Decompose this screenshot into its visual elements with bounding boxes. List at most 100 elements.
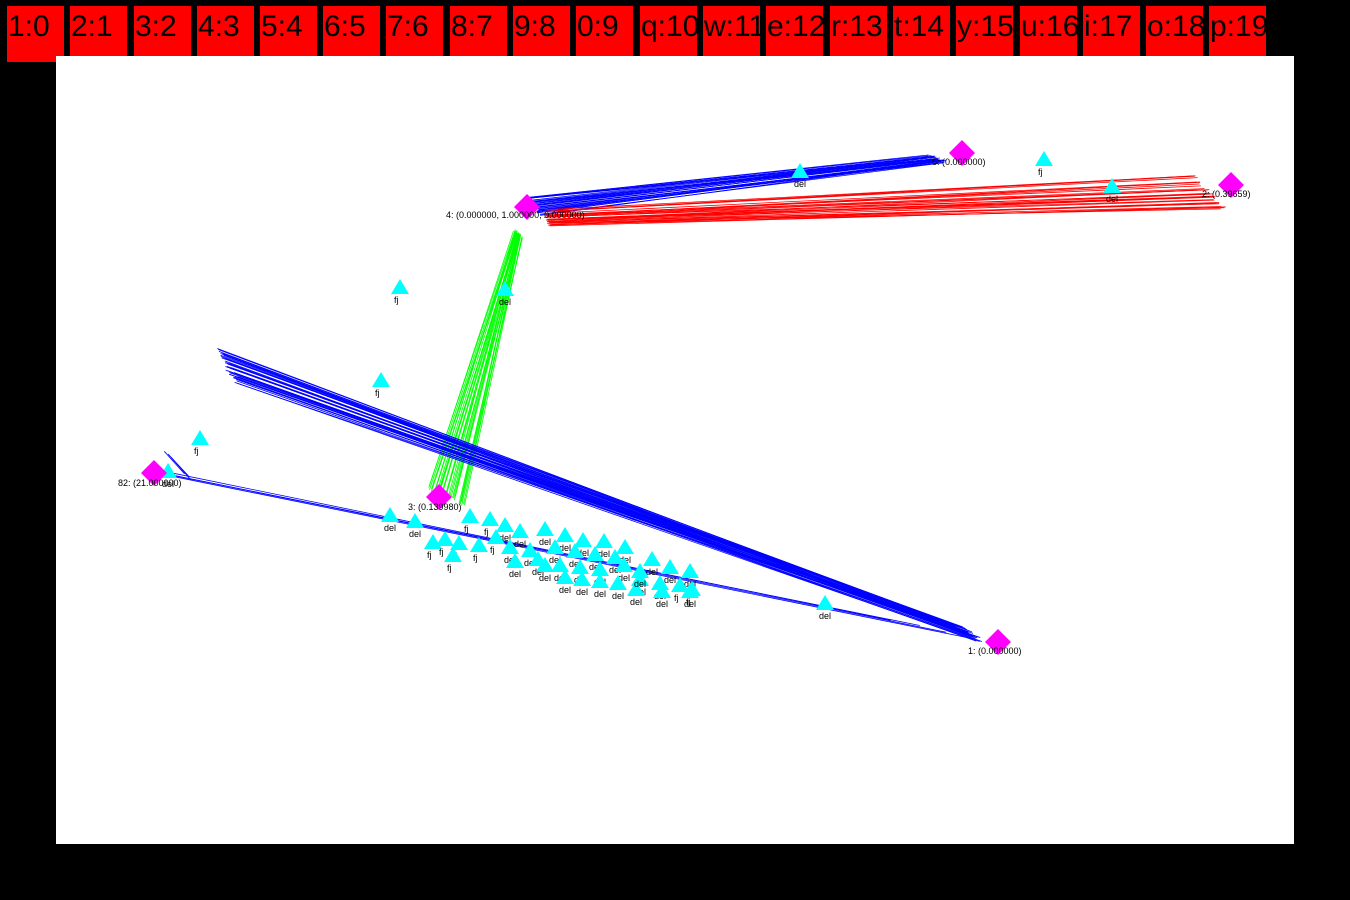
- edge-4-2: [545, 181, 1197, 214]
- edge-layer: [160, 154, 1227, 642]
- tab-9-8[interactable]: 9:8: [513, 6, 570, 62]
- edge-4-3: [445, 235, 519, 495]
- cyan-triangle-icon[interactable]: [591, 573, 609, 588]
- cyan-triangle-icon[interactable]: [506, 553, 524, 568]
- tab-0-9[interactable]: 0:9: [576, 6, 633, 62]
- cyan-triangle-icon[interactable]: [816, 595, 834, 610]
- marker-fj-label: fj: [1038, 167, 1043, 177]
- cyan-triangle-icon[interactable]: [556, 569, 574, 584]
- cyan-triangle-icon[interactable]: [556, 527, 574, 542]
- cyan-triangle-icon[interactable]: [586, 546, 604, 561]
- cyan-triangle-icon[interactable]: [661, 559, 679, 574]
- tab-6-5[interactable]: 6:5: [323, 6, 380, 62]
- tab-r-13[interactable]: r:13: [830, 6, 887, 62]
- cyan-triangle-icon[interactable]: [191, 430, 209, 445]
- cyan-triangle-icon[interactable]: [381, 507, 399, 522]
- cyan-triangle-icon[interactable]: [566, 543, 584, 558]
- cyan-triangle-icon[interactable]: [681, 583, 699, 598]
- tab-1-0[interactable]: 1:0: [7, 6, 64, 62]
- cyan-triangle-icon[interactable]: [496, 281, 514, 296]
- node-82-icon[interactable]: [141, 460, 167, 486]
- cyan-triangle-icon[interactable]: [1035, 151, 1053, 166]
- cyan-triangle-icon[interactable]: [481, 511, 499, 526]
- cyan-triangle-icon[interactable]: [573, 571, 591, 586]
- tab-o-18[interactable]: o:18: [1146, 6, 1203, 62]
- tab-4-3[interactable]: 4:3: [197, 6, 254, 62]
- cyan-triangle-icon[interactable]: [461, 508, 479, 523]
- marker-del-label: del: [684, 599, 696, 609]
- edge-4-2: [546, 188, 1205, 217]
- node-2-icon[interactable]: [1218, 172, 1244, 198]
- cyan-triangle-icon[interactable]: [606, 549, 624, 564]
- marker-del-label: del: [794, 179, 806, 189]
- cyan-triangle-icon[interactable]: [791, 163, 809, 178]
- marker-del-label: del: [504, 555, 516, 565]
- cyan-triangle-icon[interactable]: [487, 529, 505, 544]
- node-82-label: 82: (21.000000): [118, 478, 182, 488]
- edge-4-2: [549, 207, 1225, 225]
- cyan-triangle-icon[interactable]: [521, 542, 539, 557]
- node-3-icon[interactable]: [426, 484, 452, 510]
- node-2-label: 2: (0.39659): [1202, 189, 1251, 199]
- cyan-triangle-icon[interactable]: [571, 559, 589, 574]
- cyan-triangle-icon[interactable]: [496, 517, 514, 532]
- cyan-triangle-icon[interactable]: [436, 531, 454, 546]
- tab-3-2[interactable]: 3:2: [134, 6, 191, 62]
- marker-del-label: del: [539, 573, 551, 583]
- cyan-triangle-icon[interactable]: [651, 575, 669, 590]
- tab-e-12[interactable]: e:12: [766, 6, 823, 62]
- cyan-triangle-icon[interactable]: [681, 563, 699, 578]
- cyan-triangle-icon[interactable]: [536, 557, 554, 572]
- edge-loop-1: [237, 382, 981, 638]
- tab-y-15[interactable]: y:15: [956, 6, 1013, 62]
- cyan-triangle-icon[interactable]: [444, 547, 462, 562]
- cyan-triangle-icon[interactable]: [450, 535, 468, 550]
- tab-bar: 1:0 2:1 3:2 4:3 5:4 6:5 7:6 8:7 9:8 0:9 …: [0, 0, 1350, 62]
- tab-p-19[interactable]: p:19: [1209, 6, 1266, 62]
- tab-i-17[interactable]: i:17: [1083, 6, 1140, 62]
- edge-4-3: [441, 232, 519, 494]
- tab-2-1[interactable]: 2:1: [70, 6, 127, 62]
- cyan-triangle-icon[interactable]: [595, 533, 613, 548]
- cyan-triangle-icon[interactable]: [470, 537, 488, 552]
- cyan-triangle-icon[interactable]: [631, 563, 649, 578]
- edge-4-2: [549, 196, 1216, 220]
- tab-u-16[interactable]: u:16: [1020, 6, 1077, 62]
- cyan-triangle-icon[interactable]: [546, 539, 564, 554]
- marker-del-label: del: [162, 479, 174, 489]
- cyan-triangle-icon[interactable]: [591, 561, 609, 576]
- cyan-triangle-icon[interactable]: [627, 581, 645, 596]
- tab-7-6[interactable]: 7:6: [386, 6, 443, 62]
- cyan-triangle-icon[interactable]: [511, 523, 529, 538]
- tab-8-7[interactable]: 8:7: [450, 6, 507, 62]
- edge-4-5: [532, 156, 937, 204]
- tab-q-10[interactable]: q:10: [640, 6, 697, 62]
- cyan-triangle-icon[interactable]: [406, 513, 424, 528]
- edge-4-2: [546, 189, 1204, 217]
- cyan-triangle-icon[interactable]: [643, 551, 661, 566]
- marker-del-label: del: [509, 569, 521, 579]
- node-5-icon[interactable]: [949, 140, 975, 166]
- marker-fj-label: fj: [375, 388, 380, 398]
- tab-w-11[interactable]: w:11: [703, 6, 760, 62]
- tab-t-14[interactable]: t:14: [893, 6, 950, 62]
- cyan-triangle-icon[interactable]: [615, 557, 633, 572]
- tab-5-4[interactable]: 5:4: [260, 6, 317, 62]
- cyan-triangle-icon[interactable]: [536, 521, 554, 536]
- cyan-triangle-icon[interactable]: [671, 577, 689, 592]
- marker-del-label: del: [569, 559, 581, 569]
- cyan-triangle-icon[interactable]: [574, 532, 592, 547]
- cyan-triangle-icon[interactable]: [653, 583, 671, 598]
- graph-canvas[interactable]: del fj del fj del fj fj del del del fj fj del del del d…: [56, 56, 1294, 844]
- node-1-icon[interactable]: [985, 629, 1011, 655]
- cyan-triangle-icon[interactable]: [501, 539, 519, 554]
- marker-del-label: del: [819, 611, 831, 621]
- marker-del-label: del: [598, 549, 610, 559]
- node-4-icon[interactable]: [514, 194, 540, 220]
- cyan-triangle-icon[interactable]: [551, 557, 569, 572]
- cyan-triangle-icon[interactable]: [1103, 178, 1121, 193]
- cyan-triangle-icon[interactable]: [616, 539, 634, 554]
- cyan-triangle-icon[interactable]: [372, 372, 390, 387]
- cyan-triangle-icon[interactable]: [391, 279, 409, 294]
- cyan-triangle-icon[interactable]: [609, 575, 627, 590]
